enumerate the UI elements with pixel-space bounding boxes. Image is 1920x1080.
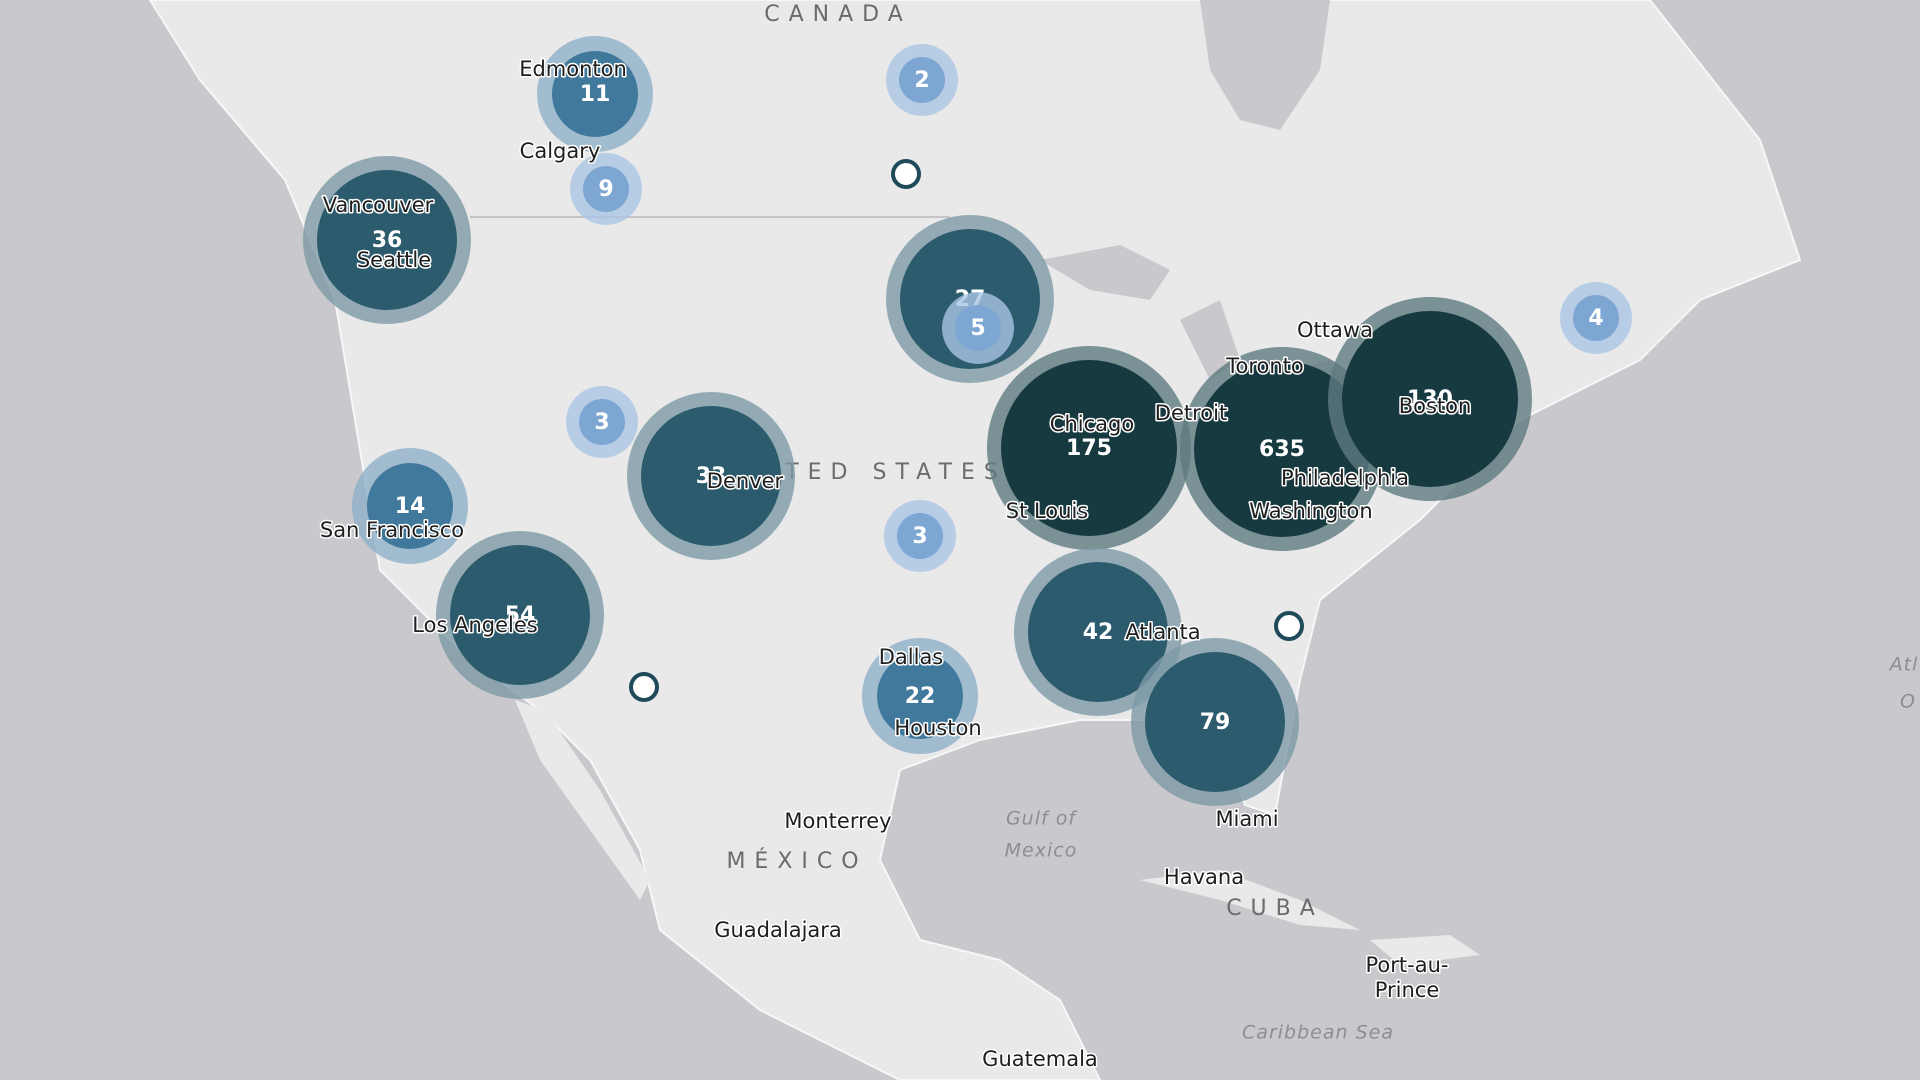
cluster[interactable]: 36 xyxy=(303,156,471,324)
cluster-core xyxy=(899,57,945,103)
cluster-core xyxy=(1001,360,1177,536)
cluster-count: 22 xyxy=(905,684,936,709)
city-label: Philadelphia xyxy=(1281,466,1409,490)
cluster-count: 130 xyxy=(1407,387,1453,412)
cluster-count: 635 xyxy=(1259,437,1305,462)
cluster[interactable]: 33 xyxy=(627,392,795,560)
cuba xyxy=(1140,870,1360,930)
city-label: Toronto xyxy=(1225,354,1304,378)
water-label: Atl xyxy=(1888,654,1919,676)
clusters: 112936275333143175635130454422279 xyxy=(303,36,1632,806)
cluster-count: 14 xyxy=(395,494,426,519)
cluster-count: 3 xyxy=(912,524,927,549)
cluster-core xyxy=(583,166,629,212)
city-label: St Louis xyxy=(1006,499,1089,523)
city-label: Los Angeles xyxy=(412,613,537,637)
cluster-core xyxy=(955,305,1001,351)
cluster-core xyxy=(1145,652,1285,792)
hudson-bay xyxy=(1200,0,1330,130)
city-label: Monterrey xyxy=(784,809,891,833)
water-label: Mexico xyxy=(1005,840,1078,862)
cluster-core xyxy=(1028,562,1168,702)
cluster[interactable]: 175 xyxy=(987,346,1191,550)
cluster-count: 54 xyxy=(505,603,536,628)
cluster[interactable]: 4 xyxy=(1560,282,1632,354)
cluster-count: 175 xyxy=(1066,436,1112,461)
water-label: Caribbean Sea xyxy=(1242,1022,1394,1044)
cluster[interactable]: 14 xyxy=(352,448,468,564)
cluster-core xyxy=(877,653,963,739)
city-label: San Francisco xyxy=(320,518,464,542)
cluster-count: 42 xyxy=(1083,620,1114,645)
great-lakes xyxy=(1040,245,1340,395)
cluster[interactable]: 3 xyxy=(884,500,956,572)
cluster[interactable]: 9 xyxy=(570,153,642,225)
cluster-count: 3 xyxy=(594,410,609,435)
cluster-count: 33 xyxy=(696,464,727,489)
city-label: Atlanta xyxy=(1125,620,1200,644)
baja-california xyxy=(515,700,650,900)
cluster[interactable]: 11 xyxy=(537,36,653,152)
cluster-count: 5 xyxy=(970,316,985,341)
cluster[interactable]: 5 xyxy=(942,292,1014,364)
city-label: Chicago xyxy=(1050,412,1134,436)
cluster-count: 36 xyxy=(372,228,403,253)
cluster-count: 4 xyxy=(1588,306,1603,331)
city-label: Denver xyxy=(707,469,784,493)
cluster-core xyxy=(1194,361,1370,537)
cluster-core xyxy=(450,545,590,685)
cluster[interactable]: 2 xyxy=(886,44,958,116)
city-label: Seattle xyxy=(357,248,431,272)
cluster-count: 2 xyxy=(914,68,929,93)
hispaniola xyxy=(1370,935,1480,965)
city-label: Washington xyxy=(1249,499,1372,523)
cluster-core xyxy=(552,51,638,137)
cluster[interactable]: 22 xyxy=(862,638,978,754)
city-label: Calgary xyxy=(520,139,601,163)
location-marker[interactable] xyxy=(1274,611,1304,641)
region-label: CUBA xyxy=(1226,896,1324,921)
water-label: O xyxy=(1900,691,1916,713)
city-label: Vancouver xyxy=(323,193,434,217)
city-label: Edmonton xyxy=(519,57,627,81)
cluster[interactable]: 3 xyxy=(566,386,638,458)
cluster-count: 11 xyxy=(580,82,611,107)
cluster-count: 9 xyxy=(598,177,613,202)
location-marker[interactable] xyxy=(891,159,921,189)
city-label: Ottawa xyxy=(1297,318,1373,342)
city-label: Guadalajara xyxy=(714,918,842,942)
cluster-core xyxy=(641,406,781,546)
city-labels: Edmonton Calgary Vancouver Seattle San Franc… xyxy=(318,56,1472,1073)
location-marker[interactable] xyxy=(629,672,659,702)
city-label: Miami xyxy=(1215,807,1278,831)
city-label: Guatemala xyxy=(982,1047,1098,1071)
city-label: Boston xyxy=(1399,394,1472,418)
city-label: Dallas xyxy=(879,645,944,669)
city-label: Detroit xyxy=(1155,401,1227,425)
cluster-core xyxy=(1342,311,1518,487)
cluster-core xyxy=(579,399,625,445)
cluster-core xyxy=(1573,295,1619,341)
cluster-count: 79 xyxy=(1200,710,1231,735)
city-label: Prince xyxy=(1375,978,1440,1002)
cluster-core xyxy=(317,170,457,310)
city-label: Houston xyxy=(894,716,981,740)
cluster[interactable]: 79 xyxy=(1131,638,1299,806)
cluster[interactable]: 42 xyxy=(1014,548,1182,716)
city-label: Port-au- xyxy=(1366,953,1449,977)
cluster[interactable]: 54 xyxy=(436,531,604,699)
markers xyxy=(629,159,1304,702)
region-label: CANADA xyxy=(764,2,912,27)
cluster-core xyxy=(897,513,943,559)
region-label: MÉXICO xyxy=(726,848,867,874)
cluster[interactable]: 130 xyxy=(1328,297,1532,501)
city-label: Havana xyxy=(1164,865,1244,889)
water-label: Gulf of xyxy=(1006,808,1078,830)
cluster-core xyxy=(367,463,453,549)
